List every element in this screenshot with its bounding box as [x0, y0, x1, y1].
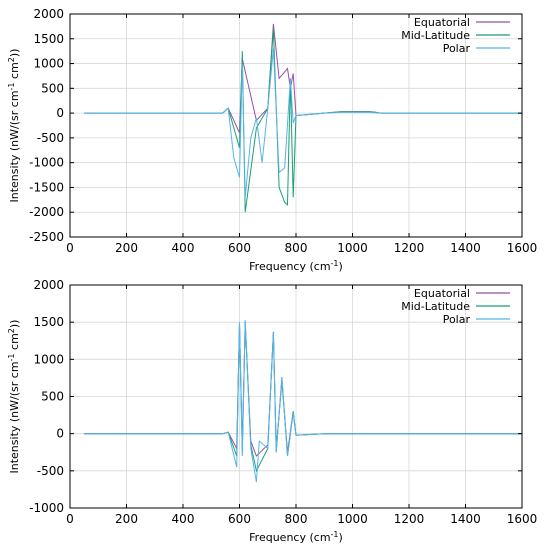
y-tick-label: 1500	[33, 32, 64, 46]
y-tick-label: 0	[56, 106, 64, 120]
x-axis-label: Frequency (cm-1)	[249, 259, 343, 273]
x-tick-label: 800	[285, 512, 308, 526]
chart-bottom: 0 200 400 600 800 1000 1200 1400 1600 -1000 -500 0 5…	[7, 278, 537, 544]
y-tick-label: -1000	[29, 156, 64, 170]
y-axis-label: Intensity (nW/(sr cm-1 cm2))	[7, 320, 21, 474]
legend-label: Mid-Latitude	[401, 29, 470, 42]
x-tick-label: 1400	[450, 512, 481, 526]
series-line-mid-latitude	[84, 28, 522, 213]
legend-label: Polar	[443, 42, 471, 55]
y-tick-label: 2000	[33, 278, 64, 292]
y-tick-label: 500	[41, 390, 64, 404]
legend-label: Equatorial	[414, 287, 470, 300]
x-tick-label: 600	[228, 512, 251, 526]
x-tick-label: 200	[115, 512, 138, 526]
x-tick-label: 0	[66, 512, 74, 526]
x-tick-label: 1400	[450, 241, 481, 255]
x-tick-label: 400	[172, 241, 195, 255]
y-tick-label: 500	[41, 81, 64, 95]
x-tick-label: 200	[115, 241, 138, 255]
x-tick-label: 1000	[337, 512, 368, 526]
y-tick-label: 1500	[33, 315, 64, 329]
series-line-polar	[84, 48, 522, 198]
y-tick-label: -2000	[29, 205, 64, 219]
series-line-polar	[84, 319, 522, 483]
x-tick-label: 800	[285, 241, 308, 255]
y-tick-label: -2500	[29, 230, 64, 244]
legend-label: Polar	[443, 313, 471, 326]
x-tick-label: 600	[228, 241, 251, 255]
x-tick-label: 1600	[507, 241, 538, 255]
y-tick-label: -1000	[29, 501, 64, 515]
y-tick-label: 1000	[33, 57, 64, 71]
series-line-equatorial	[84, 322, 522, 457]
y-tick-label: -500	[37, 131, 64, 145]
x-tick-label: 1200	[394, 512, 425, 526]
y-tick-label: -1500	[29, 180, 64, 194]
x-tick-label: 0	[66, 241, 74, 255]
y-tick-label: 0	[56, 427, 64, 441]
y-tick-label: 1000	[33, 352, 64, 366]
y-tick-label: -500	[37, 464, 64, 478]
x-tick-label: 1200	[394, 241, 425, 255]
x-tick-label: 1000	[337, 241, 368, 255]
chart-top: 0 200 400 600 800 1000 1200 1400 1600 -2500 -2000 -…	[7, 7, 537, 273]
legend-label: Mid-Latitude	[401, 300, 470, 313]
legend-label: Equatorial	[414, 16, 470, 29]
x-axis-label: Frequency (cm-1)	[249, 530, 343, 544]
x-tick-label: 400	[172, 512, 195, 526]
x-tick-label: 1600	[507, 512, 538, 526]
y-axis-label: Intensity (nW/(sr cm-1 cm2))	[7, 49, 21, 203]
y-tick-label: 2000	[33, 7, 64, 21]
